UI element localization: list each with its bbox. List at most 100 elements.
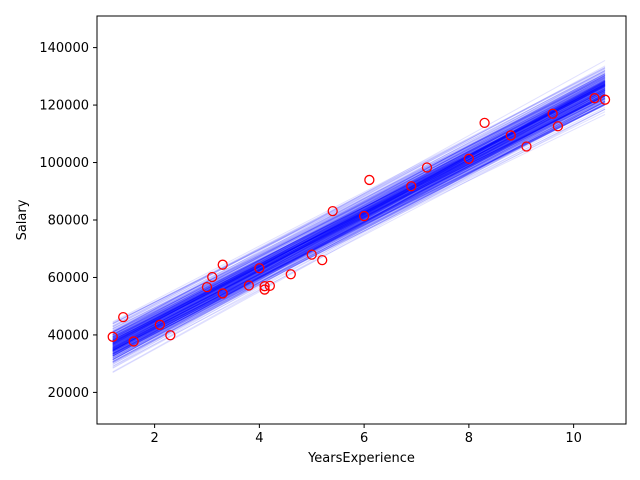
regression-line bbox=[112, 84, 606, 359]
regression-line bbox=[112, 90, 606, 343]
regression-line bbox=[112, 114, 606, 354]
regression-line bbox=[112, 77, 606, 343]
regression-line bbox=[112, 91, 606, 346]
regression-line bbox=[112, 80, 606, 351]
data-point bbox=[505, 130, 516, 141]
regression-line bbox=[112, 84, 606, 355]
regression-line bbox=[112, 100, 606, 338]
regression-line bbox=[112, 77, 606, 344]
data-point bbox=[358, 210, 370, 222]
regression-line bbox=[112, 104, 606, 350]
regression-line bbox=[112, 89, 606, 337]
regression-line bbox=[112, 93, 606, 346]
x-tick-label: 10 bbox=[565, 431, 582, 446]
regression-line bbox=[112, 94, 606, 349]
regression-line bbox=[112, 95, 606, 351]
regression-line bbox=[112, 88, 606, 343]
regression-line bbox=[112, 96, 606, 361]
regression-line bbox=[112, 71, 606, 339]
regression-line bbox=[112, 79, 606, 331]
regression-line bbox=[112, 83, 606, 344]
regression-line bbox=[112, 81, 606, 366]
regression-line bbox=[112, 80, 606, 343]
regression-line bbox=[112, 91, 606, 361]
regression-lines-layer bbox=[112, 59, 606, 374]
regression-line bbox=[112, 81, 606, 347]
data-point bbox=[421, 162, 433, 173]
regression-line bbox=[112, 88, 606, 351]
regression-line bbox=[112, 83, 606, 344]
regression-line bbox=[112, 85, 606, 338]
regression-line bbox=[112, 73, 606, 336]
regression-line bbox=[112, 84, 606, 350]
regression-line bbox=[112, 95, 606, 347]
regression-line bbox=[112, 74, 606, 346]
regression-line bbox=[112, 103, 606, 359]
regression-line bbox=[112, 80, 606, 352]
regression-line bbox=[112, 90, 606, 355]
regression-line bbox=[112, 81, 606, 349]
regression-line bbox=[112, 91, 606, 360]
regression-line bbox=[112, 87, 606, 349]
regression-line bbox=[112, 89, 606, 347]
regression-line bbox=[112, 84, 606, 337]
regression-line bbox=[112, 83, 606, 351]
regression-line bbox=[112, 81, 606, 357]
regression-line bbox=[112, 70, 606, 325]
regression-line bbox=[112, 85, 606, 351]
regression-line bbox=[112, 94, 606, 352]
regression-line bbox=[112, 85, 606, 344]
regression-line bbox=[112, 89, 606, 353]
regression-line bbox=[112, 89, 606, 361]
regression-line bbox=[112, 78, 606, 346]
regression-line bbox=[112, 77, 606, 349]
regression-line bbox=[112, 97, 606, 352]
regression-line bbox=[112, 94, 606, 357]
regression-line bbox=[112, 91, 606, 353]
data-point bbox=[599, 94, 611, 105]
regression-line bbox=[112, 80, 606, 339]
regression-line bbox=[112, 94, 606, 349]
regression-line bbox=[112, 99, 606, 354]
regression-line bbox=[112, 85, 606, 343]
regression-line bbox=[112, 66, 606, 327]
regression-line bbox=[112, 67, 606, 328]
regression-line bbox=[112, 79, 606, 332]
regression-line bbox=[112, 82, 606, 338]
regression-line bbox=[112, 90, 606, 357]
regression-line bbox=[112, 75, 606, 332]
regression-line bbox=[112, 81, 606, 349]
regression-line bbox=[112, 97, 606, 350]
regression-line bbox=[112, 90, 606, 341]
regression-line bbox=[112, 81, 606, 330]
regression-line bbox=[112, 76, 606, 344]
regression-line bbox=[112, 89, 606, 341]
regression-line bbox=[112, 95, 606, 338]
regression-line bbox=[112, 79, 606, 333]
data-point bbox=[217, 288, 228, 299]
regression-line bbox=[112, 88, 606, 344]
x-axis-ticks: 2 4 6 8 10 bbox=[150, 424, 582, 446]
regression-line bbox=[112, 86, 606, 333]
regression-line bbox=[112, 93, 606, 343]
regression-line bbox=[112, 94, 606, 357]
regression-line bbox=[112, 94, 606, 347]
regression-line bbox=[112, 83, 606, 342]
regression-line bbox=[112, 87, 606, 341]
regression-line bbox=[112, 103, 606, 353]
regression-line bbox=[112, 84, 606, 336]
regression-line bbox=[112, 100, 606, 374]
regression-line bbox=[112, 92, 606, 340]
regression-line bbox=[112, 104, 606, 358]
regression-line bbox=[112, 74, 606, 341]
regression-line bbox=[112, 95, 606, 351]
regression-line bbox=[112, 83, 606, 348]
regression-line bbox=[112, 94, 606, 342]
regression-line bbox=[112, 87, 606, 342]
regression-line bbox=[112, 103, 606, 365]
regression-line bbox=[112, 70, 606, 327]
data-point bbox=[317, 254, 328, 266]
regression-line bbox=[112, 91, 606, 349]
data-point bbox=[259, 284, 270, 295]
regression-line bbox=[112, 101, 606, 363]
